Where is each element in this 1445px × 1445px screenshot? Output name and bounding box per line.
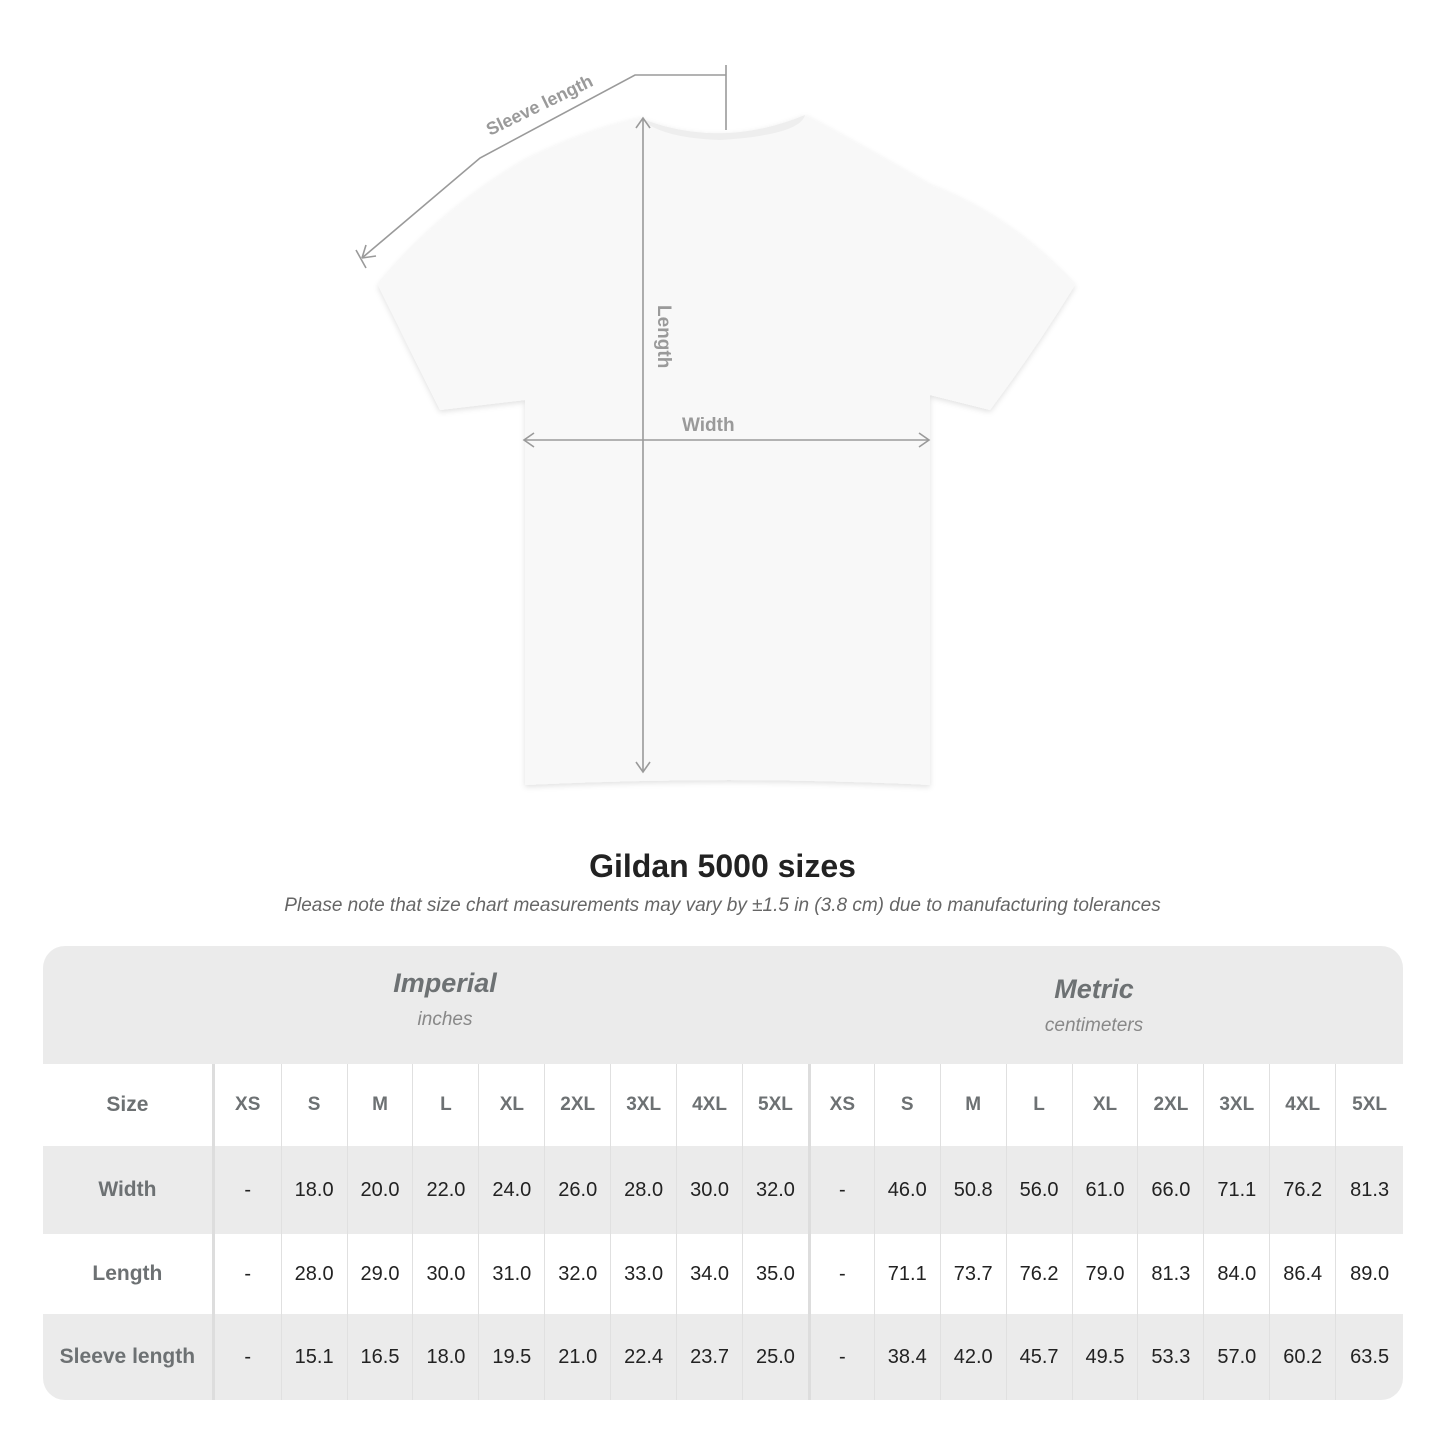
size-header-metric: 4XL bbox=[1269, 1064, 1335, 1146]
value-cell-imperial: 33.0 bbox=[610, 1234, 676, 1314]
value-cell-imperial: 23.7 bbox=[676, 1314, 742, 1400]
value-cell-metric: 71.1 bbox=[873, 1234, 940, 1314]
value-cell-imperial: 18.0 bbox=[280, 1146, 347, 1234]
size-header-metric: XS bbox=[807, 1064, 874, 1146]
value-cell-imperial: 15.1 bbox=[280, 1314, 347, 1400]
value-cell-imperial: 35.0 bbox=[742, 1234, 808, 1314]
value-cell-metric: 50.8 bbox=[939, 1146, 1006, 1234]
value-cell-metric: 76.2 bbox=[1269, 1146, 1335, 1234]
value-cell-metric: 86.4 bbox=[1269, 1234, 1335, 1314]
size-header-metric: S bbox=[873, 1064, 940, 1146]
value-cell-imperial: 34.0 bbox=[676, 1234, 742, 1314]
value-cell-imperial: - bbox=[244, 1262, 252, 1285]
value-cell-imperial: 18.0 bbox=[412, 1314, 478, 1400]
size-header-imperial: M bbox=[346, 1064, 413, 1146]
size-header-metric: XL bbox=[1071, 1064, 1138, 1146]
value-cell-imperial: 16.5 bbox=[346, 1314, 413, 1400]
value-cell-metric: 45.7 bbox=[1005, 1314, 1072, 1400]
value-cell-imperial: 22.4 bbox=[610, 1314, 676, 1400]
value-cell-metric: 71.1 bbox=[1203, 1146, 1269, 1234]
table-row: Length -28.0 29.0 30.0 31.0 32.0 33.0 34.0 35.0-… bbox=[43, 1234, 1403, 1314]
value-cell-metric: 61.0 bbox=[1071, 1146, 1138, 1234]
size-label: Size bbox=[43, 1064, 215, 1146]
size-header-metric: 5XL bbox=[1335, 1064, 1403, 1146]
size-chart-table: Imperial inches Metric centimeters Size X… bbox=[43, 946, 1403, 1400]
value-cell-imperial: 19.5 bbox=[478, 1314, 544, 1400]
value-cell-imperial: 32.0 bbox=[742, 1146, 808, 1234]
tolerance-note: Please note that size chart measurements… bbox=[284, 895, 1161, 916]
value-cell-metric: 42.0 bbox=[939, 1314, 1006, 1400]
value-cell-metric: 76.2 bbox=[1005, 1234, 1072, 1314]
value-cell-metric: 63.5 bbox=[1335, 1314, 1403, 1400]
value-cell-imperial: 32.0 bbox=[544, 1234, 610, 1314]
row-label: Length bbox=[43, 1234, 215, 1314]
value-cell-imperial: 28.0 bbox=[610, 1146, 676, 1234]
size-header-imperial: L bbox=[412, 1064, 478, 1146]
value-cell-imperial: 20.0 bbox=[346, 1146, 413, 1234]
value-cell-metric: 84.0 bbox=[1203, 1234, 1269, 1314]
imperial-header: Imperial inches bbox=[215, 968, 675, 1031]
value-cell-metric: 57.0 bbox=[1203, 1314, 1269, 1400]
value-cell-imperial: 30.0 bbox=[412, 1234, 478, 1314]
metric-unit: centimeters bbox=[1044, 1015, 1144, 1036]
row-label: Width bbox=[43, 1146, 215, 1234]
value-cell-metric: 46.0 bbox=[873, 1146, 940, 1234]
value-cell-imperial: 31.0 bbox=[478, 1234, 544, 1314]
value-cell-metric: 89.0 bbox=[1335, 1234, 1403, 1314]
tshirt-image bbox=[378, 115, 1075, 785]
width-label: Width bbox=[682, 415, 735, 436]
page-title: Gildan 5000 sizes bbox=[589, 848, 856, 884]
table-row: Width -18.0 20.0 22.0 24.0 26.0 28.0 30.0 32.0-4… bbox=[43, 1146, 1403, 1234]
value-cell-metric: 73.7 bbox=[939, 1234, 1006, 1314]
table-header: Imperial inches Metric centimeters bbox=[43, 946, 1403, 1064]
metric-title: Metric bbox=[1054, 974, 1134, 1004]
size-header-metric: L bbox=[1005, 1064, 1072, 1146]
size-header-metric: 3XL bbox=[1203, 1064, 1269, 1146]
size-header-imperial: XS bbox=[235, 1094, 261, 1115]
sleeve-length-line bbox=[361, 74, 726, 259]
value-cell-metric: 60.2 bbox=[1269, 1314, 1335, 1400]
size-header-imperial: 4XL bbox=[676, 1064, 742, 1146]
value-cell-metric: 38.4 bbox=[873, 1314, 940, 1400]
value-cell-metric: - bbox=[807, 1234, 874, 1314]
value-cell-metric: 56.0 bbox=[1005, 1146, 1072, 1234]
size-header-imperial: S bbox=[280, 1064, 347, 1146]
size-header-metric: M bbox=[939, 1064, 1006, 1146]
value-cell-imperial: 21.0 bbox=[544, 1314, 610, 1400]
size-header-imperial: 2XL bbox=[544, 1064, 610, 1146]
value-cell-imperial: 24.0 bbox=[478, 1146, 544, 1234]
length-label: Length bbox=[653, 305, 674, 368]
size-header-imperial: 3XL bbox=[610, 1064, 676, 1146]
collar bbox=[640, 115, 805, 140]
row-label: Sleeve length bbox=[43, 1314, 215, 1400]
value-cell-metric: 81.3 bbox=[1335, 1146, 1403, 1234]
value-cell-imperial: 26.0 bbox=[544, 1146, 610, 1234]
imperial-unit: inches bbox=[417, 1009, 473, 1030]
value-cell-metric: 53.3 bbox=[1137, 1314, 1203, 1400]
size-header-imperial: XL bbox=[478, 1064, 544, 1146]
value-cell-metric: - bbox=[807, 1314, 874, 1400]
metric-header: Metric centimeters bbox=[861, 974, 1327, 1037]
value-cell-metric: 79.0 bbox=[1071, 1234, 1138, 1314]
measure-lines bbox=[355, 65, 931, 774]
size-header-row: Size XS S M L XL 2XL 3XL 4XL 5XL XS S M L XL 2XL 3XL 4XL 5… bbox=[43, 1064, 1403, 1146]
size-header-metric: 2XL bbox=[1137, 1064, 1203, 1146]
value-cell-metric: 66.0 bbox=[1137, 1146, 1203, 1234]
size-header-imperial: 5XL bbox=[742, 1064, 808, 1146]
imperial-title: Imperial bbox=[393, 968, 497, 998]
tshirt-diagram: Sleeve length Length Width bbox=[355, 65, 1075, 785]
value-cell-imperial: 28.0 bbox=[280, 1234, 347, 1314]
value-cell-imperial: 29.0 bbox=[346, 1234, 413, 1314]
table-row: Sleeve length - 15.1 16.5 18.0 19.5 21.0 22.4 23… bbox=[43, 1314, 1403, 1400]
value-cell-imperial: - bbox=[244, 1178, 252, 1201]
value-cell-imperial: 30.0 bbox=[676, 1146, 742, 1234]
value-cell-metric: 81.3 bbox=[1137, 1234, 1203, 1314]
value-cell-metric: 49.5 bbox=[1071, 1314, 1138, 1400]
value-cell-imperial: 25.0 bbox=[742, 1314, 808, 1400]
value-cell-metric: - bbox=[807, 1146, 874, 1234]
value-cell-imperial: - bbox=[244, 1345, 252, 1368]
value-cell-imperial: 22.0 bbox=[412, 1146, 478, 1234]
